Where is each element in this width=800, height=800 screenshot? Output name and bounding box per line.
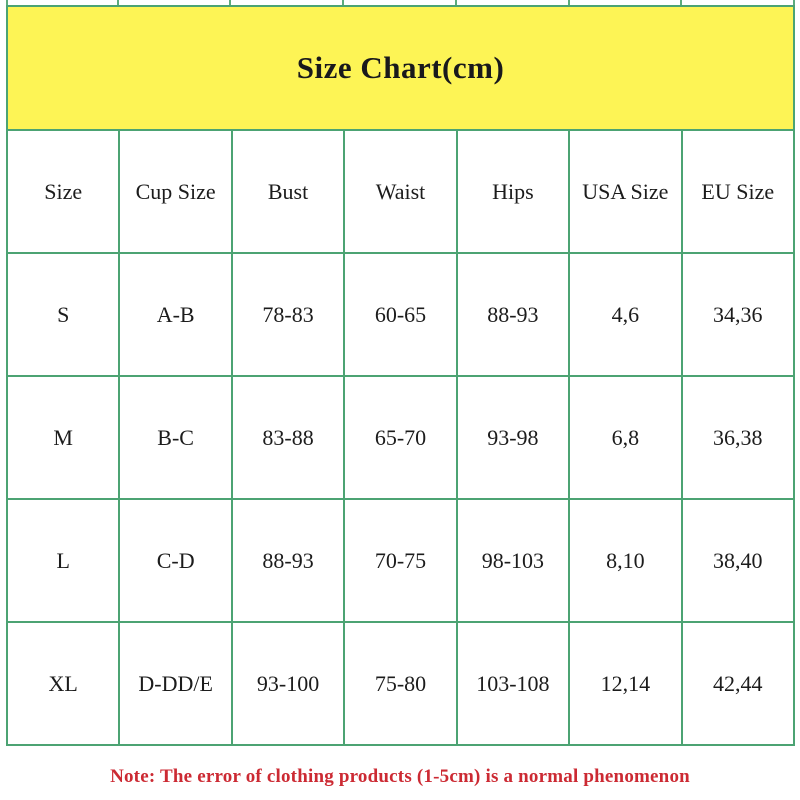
banner-row: Size Chart(cm) <box>6 5 795 131</box>
table-cell: 38,40 <box>680 498 796 623</box>
table-cell: 60-65 <box>343 252 458 377</box>
column-header-hips: Hips <box>455 129 571 254</box>
column-header-eu-size: EU Size <box>680 129 796 254</box>
table-cell: 93-98 <box>455 375 571 500</box>
table-cell: 78-83 <box>230 252 346 377</box>
table-cell: L <box>5 498 121 623</box>
table-cell: 8,10 <box>568 498 683 623</box>
table-cell: 93-100 <box>230 621 346 746</box>
table-cell: M <box>5 375 121 500</box>
table-cell: 4,6 <box>568 252 683 377</box>
table-cell: D-DD/E <box>118 621 233 746</box>
table-cell: 36,38 <box>680 375 796 500</box>
table-cell: 12,14 <box>568 621 683 746</box>
table-cell: 34,36 <box>680 252 796 377</box>
table-cell: 42,44 <box>680 621 796 746</box>
table-cell: C-D <box>118 498 233 623</box>
top-gridline-ticks <box>6 0 795 5</box>
table-cell: 65-70 <box>343 375 458 500</box>
column-header-waist: Waist <box>343 129 458 254</box>
error-tolerance-note: Note: The error of clothing products (1-… <box>110 766 690 787</box>
table-cell: 6,8 <box>568 375 683 500</box>
column-header-bust: Bust <box>230 129 346 254</box>
table-row-xl: XL D-DD/E 93-100 75-80 103-108 12,14 42,… <box>5 621 796 746</box>
table-cell: A-B <box>118 252 233 377</box>
header-row: Size Cup Size Bust Waist Hips USA Size E… <box>5 129 796 254</box>
table-row-s: S A-B 78-83 60-65 88-93 4,6 34,36 <box>5 252 796 377</box>
table-cell: 98-103 <box>455 498 571 623</box>
table-cell: 75-80 <box>343 621 458 746</box>
table-cell: 103-108 <box>455 621 571 746</box>
column-header-usa-size: USA Size <box>568 129 683 254</box>
table-cell: S <box>5 252 121 377</box>
table-cell: 88-93 <box>455 252 571 377</box>
column-header-size: Size <box>5 129 121 254</box>
table-cell: 88-93 <box>230 498 346 623</box>
size-chart-sheet: Size Chart(cm) Size Cup Size Bust Waist … <box>5 0 796 746</box>
table-row-l: L C-D 88-93 70-75 98-103 8,10 38,40 <box>5 498 796 623</box>
table-cell: XL <box>5 621 121 746</box>
table-row-m: M B-C 83-88 65-70 93-98 6,8 36,38 <box>5 375 796 500</box>
size-chart-table: Size Chart(cm) Size Cup Size Bust Waist … <box>5 5 796 746</box>
table-cell: 83-88 <box>230 375 346 500</box>
column-header-cup-size: Cup Size <box>118 129 233 254</box>
table-cell: 70-75 <box>343 498 458 623</box>
chart-title: Size Chart(cm) <box>6 5 795 131</box>
table-cell: B-C <box>118 375 233 500</box>
